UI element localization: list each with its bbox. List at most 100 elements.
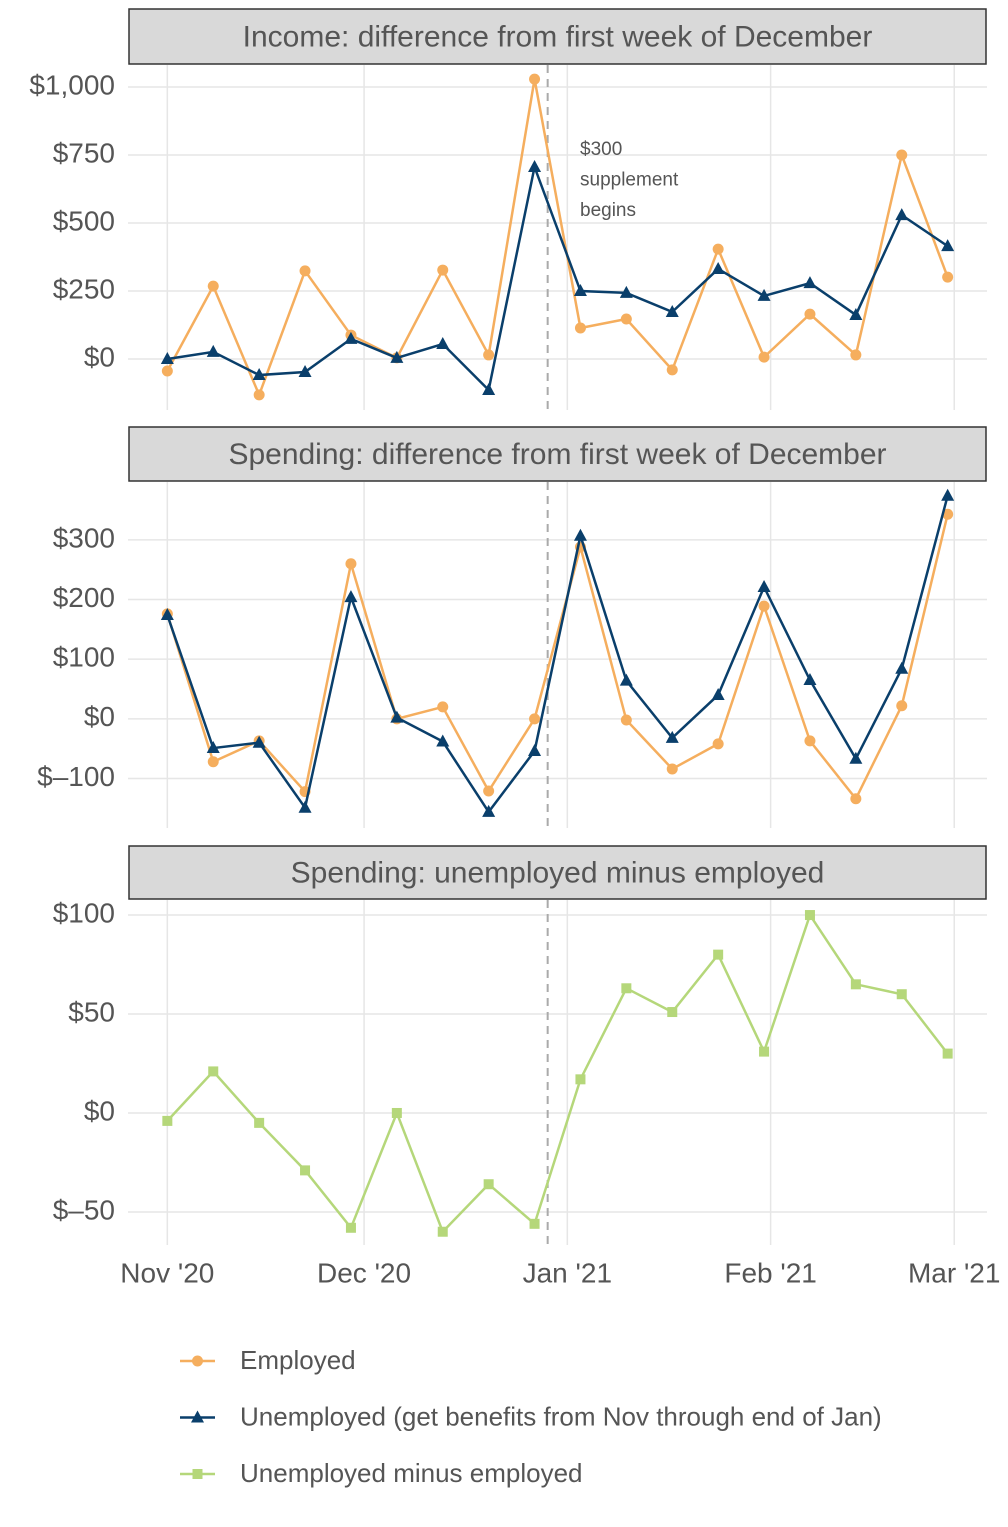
marker [528,159,542,172]
marker [849,751,863,764]
marker [252,368,266,381]
marker [252,735,266,748]
y-tick-label: $–50 [53,1194,115,1225]
marker [207,280,219,292]
marker [344,590,358,603]
marker [942,271,954,283]
legend-label: Unemployed (get benefits from Nov throug… [240,1401,882,1431]
marker [345,558,357,570]
marker [162,1115,173,1126]
y-tick-label: $100 [53,642,115,673]
marker [620,714,632,726]
marker [711,687,725,700]
marker [941,239,955,252]
marker [757,288,771,301]
marker [437,701,449,713]
marker [803,673,817,686]
marker [390,710,404,723]
line [166,912,949,1235]
marker [712,738,724,750]
marker [896,149,908,161]
marker [667,1007,678,1018]
marker [482,383,496,396]
line [166,513,949,802]
marker [573,284,587,297]
strip-title: Income: difference from first week of De… [243,20,873,53]
y-tick-label: $50 [68,996,115,1027]
marker [896,700,908,712]
annotation: begins [580,200,636,221]
marker [391,1107,402,1118]
marker [529,1218,540,1229]
marker [298,800,312,813]
y-tick-label: $500 [53,205,115,236]
marker [573,528,587,541]
marker [895,208,909,221]
strip-box [128,8,987,65]
marker [758,351,770,363]
y-tick-label: $0 [84,1095,115,1126]
strip-title: Spending: difference from first week of … [228,438,886,471]
marker [161,365,173,377]
marker [942,1048,953,1059]
marker [575,1074,586,1085]
marker [345,1222,356,1233]
marker [619,285,633,298]
marker [207,756,219,768]
marker [666,364,678,376]
marker [390,350,404,363]
y-tick-label: $250 [53,273,115,304]
marker [620,313,632,325]
strip-box [128,426,987,482]
marker [850,793,862,805]
marker [803,276,817,289]
legend-label: Employed [240,1345,356,1375]
marker [621,983,632,994]
marker [344,331,358,344]
marker [206,741,220,754]
marker [483,785,495,797]
line [166,495,949,815]
marker [483,349,495,361]
marker [712,243,724,255]
legend-label: Unemployed minus employed [240,1458,583,1488]
marker [666,763,678,775]
marker [665,304,679,317]
y-tick-label: $200 [53,582,115,613]
strip-title: Spending: unemployed minus employed [291,856,825,889]
y-tick-label: $0 [84,701,115,732]
marker [574,322,586,334]
marker [896,989,907,1000]
legend-marker [192,1469,203,1479]
marker [436,734,450,747]
y-tick-label: $100 [53,897,115,928]
marker [300,1165,311,1176]
marker [253,389,265,401]
marker [850,979,861,990]
marker [849,307,863,320]
marker [437,264,449,276]
x-tick-label: Nov '20 [120,1257,214,1288]
marker [254,1117,265,1128]
marker [711,261,725,274]
marker [804,910,815,921]
annotation: supplement [580,170,679,191]
marker [895,661,909,674]
y-tick-label: $300 [53,522,115,553]
legend-marker [191,1410,204,1423]
marker [713,949,724,960]
line [167,162,949,393]
marker [757,579,771,592]
legend-marker [192,1355,203,1367]
y-tick-label: $1,000 [29,69,115,100]
strip-box [128,845,987,900]
marker [206,344,220,357]
x-tick-label: Jan '21 [523,1257,612,1288]
marker [160,352,174,365]
marker [804,735,816,747]
marker [665,730,679,743]
marker [942,508,954,520]
marker [941,488,955,501]
y-tick-label: $750 [53,137,115,168]
y-tick-label: $0 [84,341,115,372]
